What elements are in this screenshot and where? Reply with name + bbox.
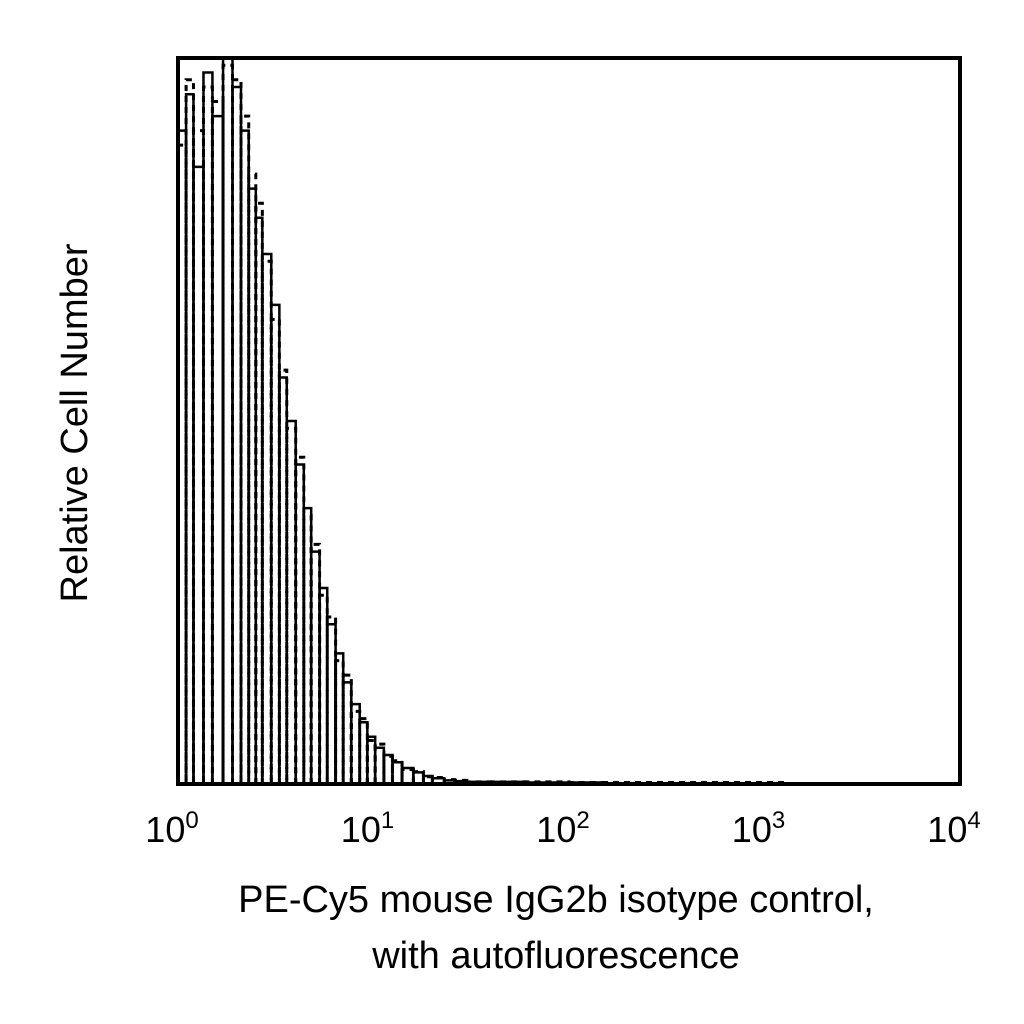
histogram-bin bbox=[191, 129, 205, 784]
histogram-bin bbox=[601, 781, 789, 785]
histogram-bin bbox=[192, 165, 205, 784]
histogram-bin bbox=[239, 114, 251, 784]
histogram-bin bbox=[176, 143, 188, 784]
x-axis-label-line-2: with autofluorescence bbox=[371, 935, 740, 977]
histogram-bin bbox=[230, 78, 243, 784]
histogram-bin bbox=[318, 593, 329, 784]
histogram-bin bbox=[254, 201, 264, 784]
series-dashed bbox=[176, 63, 789, 785]
series-layer bbox=[176, 56, 789, 785]
histogram-bin bbox=[349, 709, 362, 784]
x-axis-label-line-1: PE-Cy5 mouse IgG2b isotype control, bbox=[238, 879, 874, 921]
histogram-bin bbox=[365, 738, 377, 784]
histogram-bin bbox=[260, 259, 273, 784]
histogram-bin bbox=[210, 100, 225, 784]
histogram-bin bbox=[294, 455, 306, 784]
x-tick-label: 102 bbox=[536, 807, 589, 850]
histogram-bin bbox=[309, 542, 322, 784]
x-tick-label: 100 bbox=[145, 807, 198, 850]
histogram-bin bbox=[400, 767, 415, 784]
x-tick-label: 101 bbox=[341, 807, 394, 850]
histogram-bin bbox=[453, 778, 469, 784]
x-tick-label: 104 bbox=[927, 807, 980, 850]
x-tick-labels: 100 101 102 103 104 bbox=[145, 807, 980, 850]
histogram-bin bbox=[341, 673, 353, 784]
histogram-bin bbox=[430, 775, 446, 784]
histogram-bin bbox=[358, 717, 369, 784]
histogram-bin bbox=[421, 775, 434, 784]
histogram-bin bbox=[184, 78, 195, 784]
y-axis-label: Relative Cell Number bbox=[54, 243, 96, 602]
histogram-bin bbox=[334, 659, 345, 784]
histogram-bin bbox=[277, 368, 289, 784]
histogram-bin bbox=[373, 742, 386, 784]
x-tick-label: 103 bbox=[732, 807, 785, 850]
histogram-bin bbox=[211, 114, 225, 784]
histogram-bin bbox=[325, 615, 338, 784]
histogram-bin bbox=[567, 781, 605, 784]
